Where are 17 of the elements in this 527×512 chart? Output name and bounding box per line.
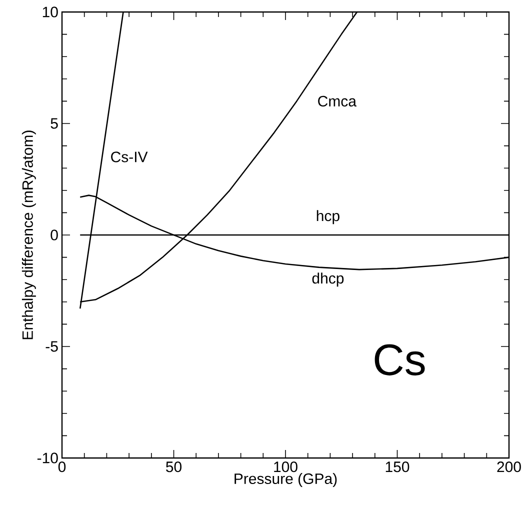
x-tick-label: 0 [58,462,66,472]
series-label: hcp [316,210,340,224]
x-axis-title: Pressure (GPa) [234,473,337,487]
x-tick-label: 50 [166,462,182,472]
series-label: dhcp [312,272,344,287]
annotation: Cs [374,344,425,376]
y-axis-title: Enthalpy difference (mRy/atom) [22,130,36,340]
y-tick-label: -10 [37,452,58,464]
y-tick-label: 0 [50,230,58,240]
y-tick-label: 5 [50,118,58,129]
y-tick-label: 10 [42,6,58,18]
x-tick-label: 150 [386,462,410,472]
series-label: Cs-IV [111,152,148,162]
x-tick-label: 100 [274,462,298,472]
y-tick-label: -5 [46,341,58,352]
x-tick-label: 200 [497,462,521,472]
series-label: Cmca [318,96,356,107]
